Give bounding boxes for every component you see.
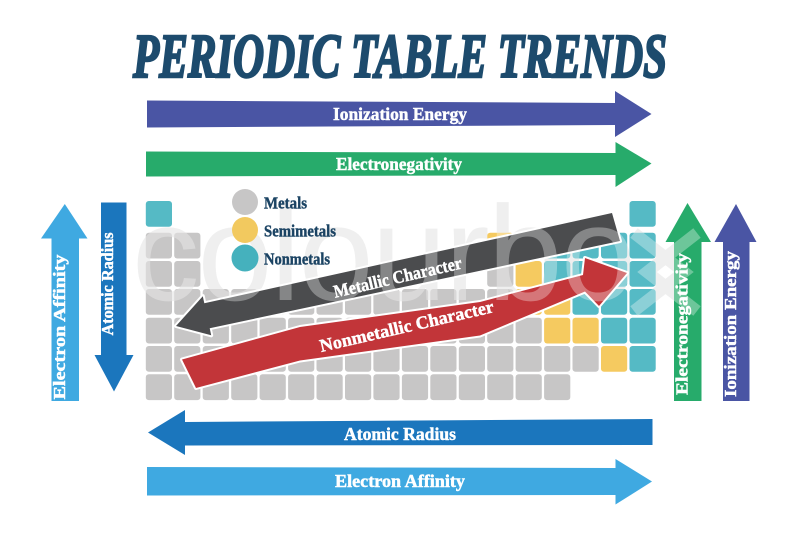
- svg-text:Ionization Energy: Ionization Energy: [333, 104, 467, 124]
- svg-text:PERIODIC TABLE TRENDS: PERIODIC TABLE TRENDS: [132, 23, 667, 91]
- svg-text:Nonmetals: Nonmetals: [264, 250, 330, 269]
- svg-text:Electron Affinity: Electron Affinity: [50, 254, 69, 400]
- svg-text:Electron Affinity: Electron Affinity: [335, 471, 465, 491]
- svg-text:Atomic Radius: Atomic Radius: [98, 232, 117, 336]
- svg-text:Electronegativity: Electronegativity: [336, 154, 462, 174]
- svg-text:Atomic Radius: Atomic Radius: [344, 424, 456, 444]
- svg-text:Metals: Metals: [264, 194, 307, 213]
- svg-text:Semimetals: Semimetals: [264, 222, 336, 241]
- svg-text:Ionization Energy: Ionization Energy: [721, 250, 740, 397]
- svg-text:Electronegativity: Electronegativity: [673, 252, 692, 395]
